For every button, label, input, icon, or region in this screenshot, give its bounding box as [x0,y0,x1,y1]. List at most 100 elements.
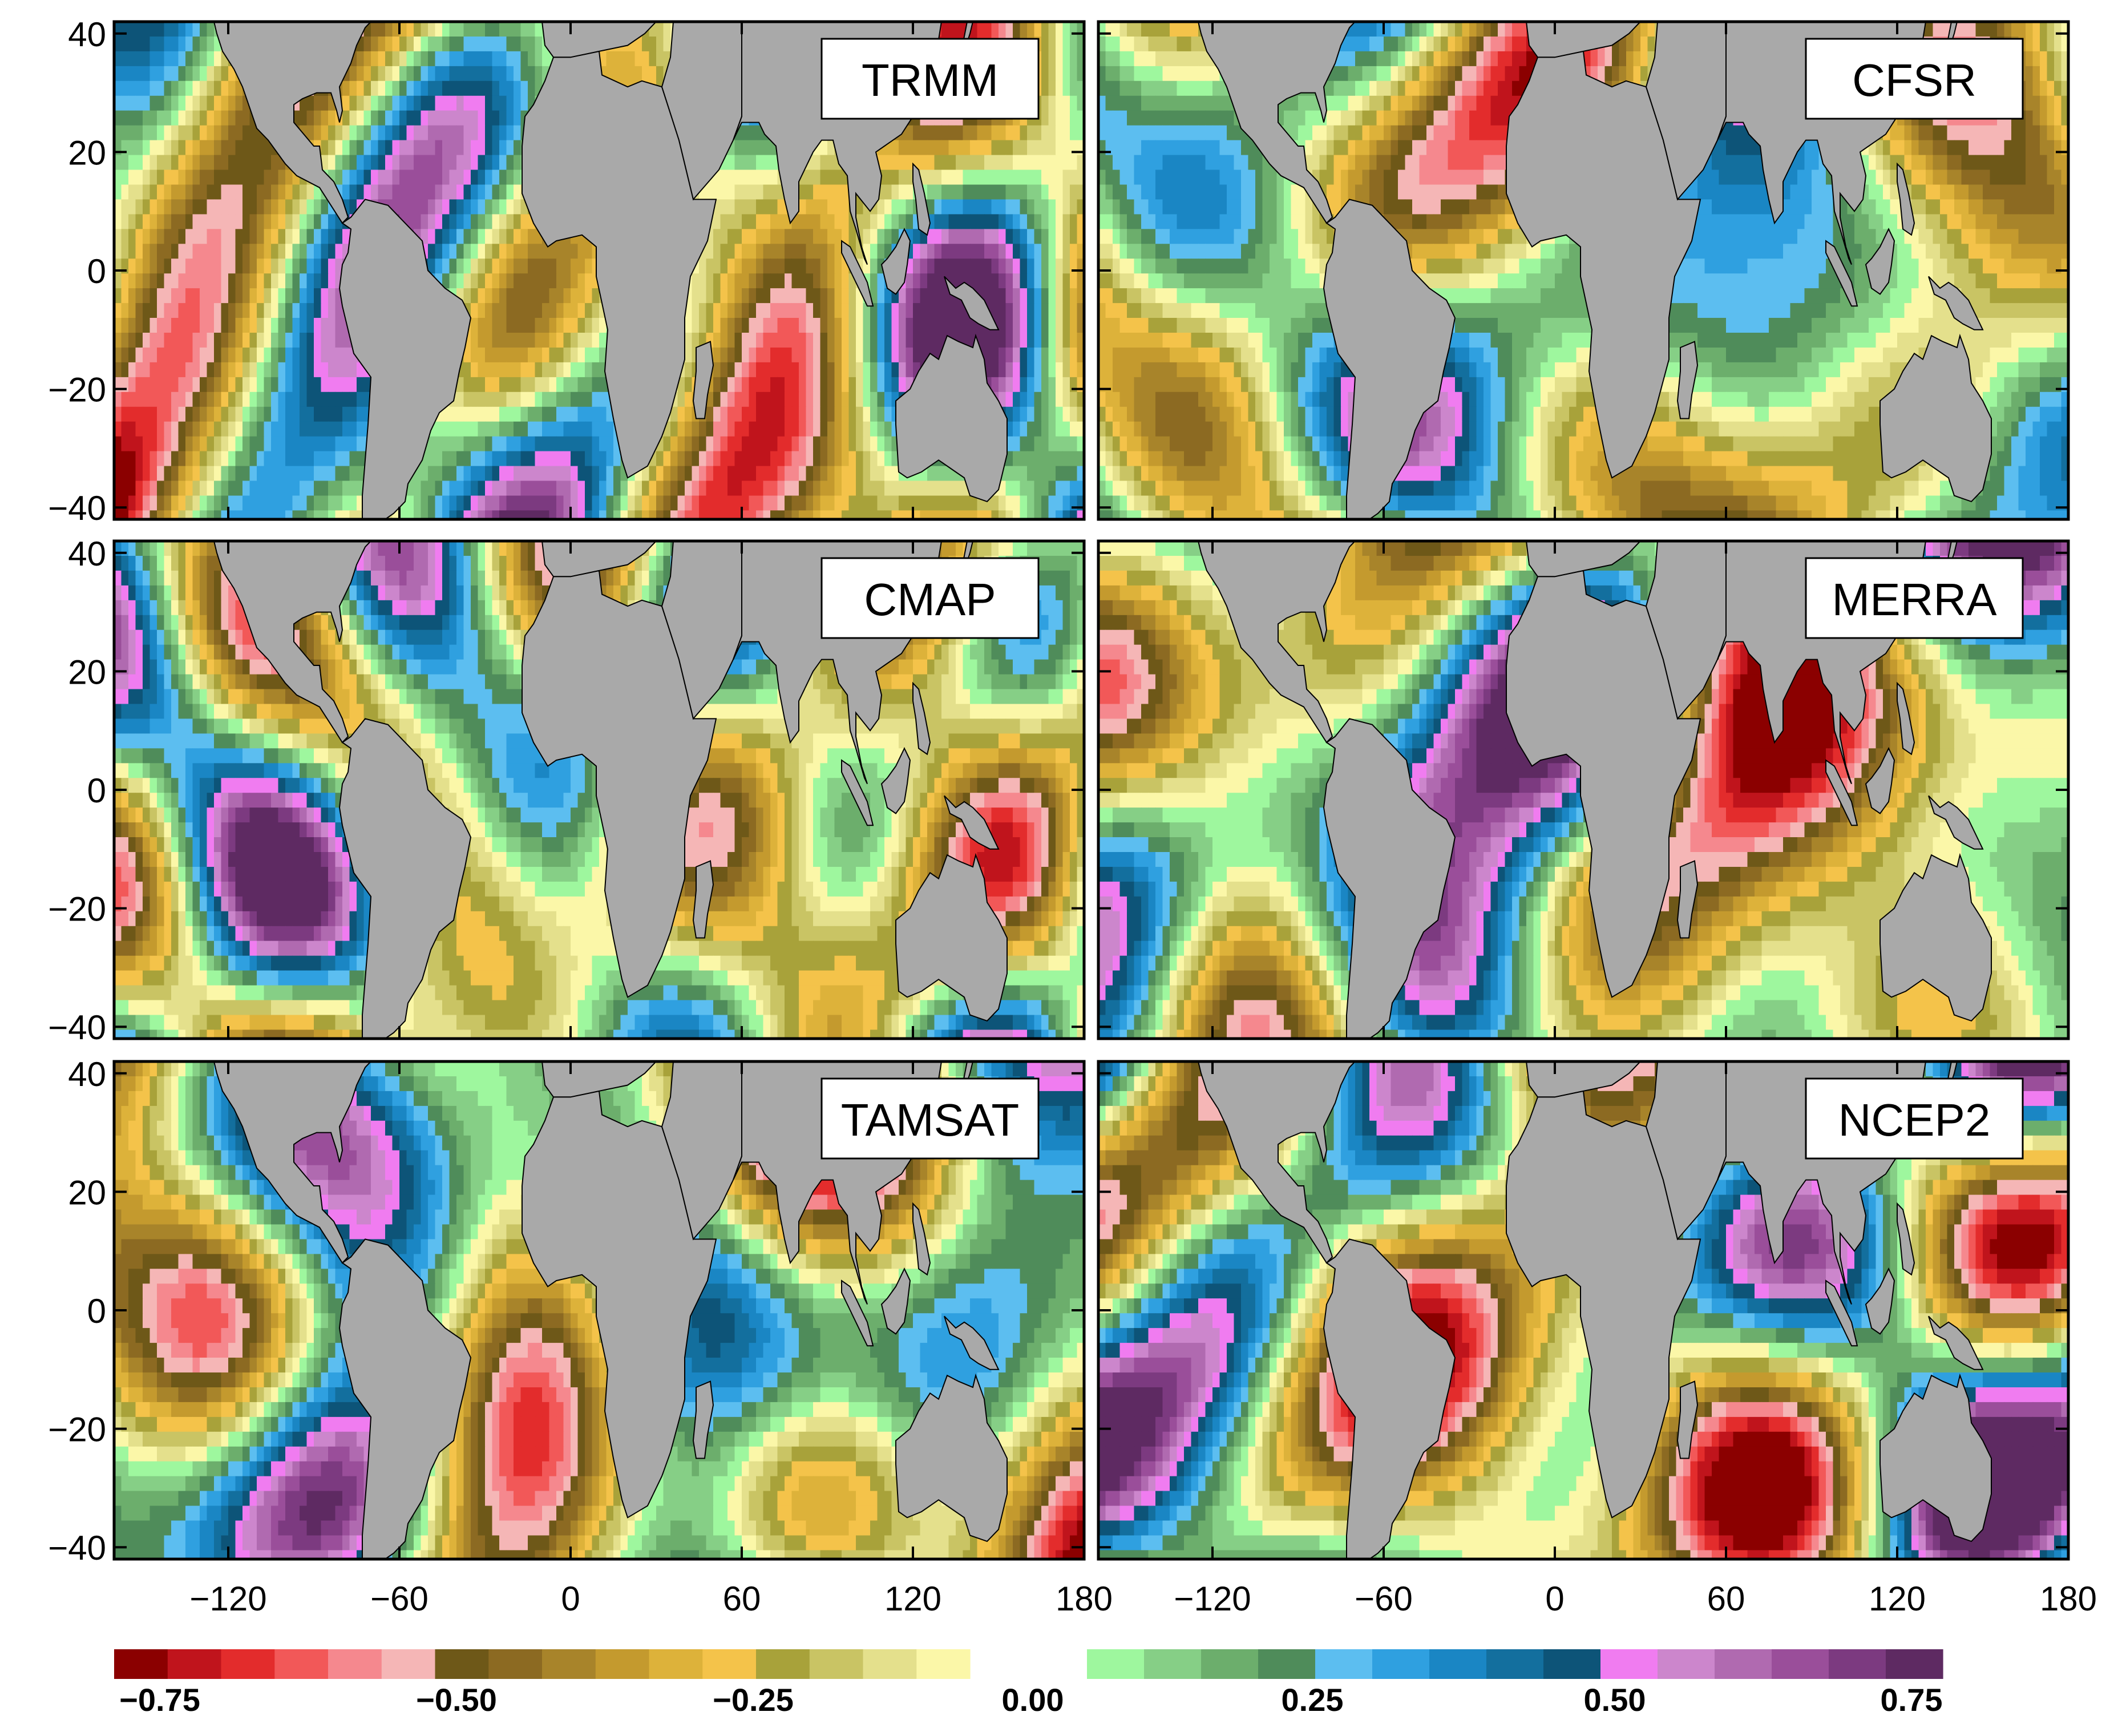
colorbar-label: −0.25 [713,1682,794,1718]
landmass [1323,199,1456,519]
colorbar-swatch [1829,1649,1886,1679]
x-tick-label: 60 [1707,1580,1745,1618]
landmass [1197,1061,1356,1264]
x-tick-label: −120 [189,1580,266,1618]
colorbar-swatch [1658,1649,1715,1679]
landmass [1825,240,1858,307]
landmass [912,681,931,756]
colorbar: −0.75 −0.50 −0.25 0.00 0.25 0.50 0.75 [114,1649,1943,1718]
landmass [1928,276,1984,330]
landmass [912,1202,931,1276]
colorbar-swatch [1429,1649,1487,1679]
y-tick-label: −40 [48,489,106,527]
landmass [338,199,472,519]
landmass [692,860,714,939]
land-mask [213,541,1008,1039]
landmass [1879,853,1992,1022]
x-tick-label: −60 [1355,1580,1413,1618]
colorbar-swatch [328,1649,382,1679]
colorbar-swatch [381,1649,436,1679]
colorbar-swatch [595,1649,650,1679]
landmass [1879,333,1992,503]
colorbar-label: 0.25 [1282,1682,1344,1718]
colorbar-swatch [488,1649,543,1679]
colorbar-swatch [1201,1649,1259,1679]
y-tick-label: 40 [68,15,106,54]
landmass [944,795,1000,850]
colorbar-swatch [1258,1649,1316,1679]
x-tick-label: 60 [723,1580,761,1618]
x-tick-label: 180 [1056,1580,1113,1618]
colorbar-label: 0.00 [1002,1682,1064,1718]
panel-label: NCEP2 [1838,1095,1991,1145]
colorbar-label: −0.50 [416,1682,497,1718]
landmass [880,746,911,814]
colorbar-swatch [1600,1649,1658,1679]
colorbar-swatch [809,1649,864,1679]
x-tick-label: −120 [1174,1580,1251,1618]
panel-label: MERRA [1832,574,1998,625]
landmass [841,759,874,826]
x-tick-label: 120 [884,1580,941,1618]
colorbar-swatch [542,1649,596,1679]
landmass [1825,759,1858,826]
landmass [1323,1238,1456,1559]
map-panel-merra: MERRA [1097,539,2070,1040]
panel-label-box [820,557,1040,639]
y-tick-label: 20 [68,653,106,691]
colorbar-swatch [167,1649,222,1679]
landmass [1928,1315,1984,1370]
landmass [1197,22,1356,224]
landmass [1897,681,1915,756]
y-tick-label: −40 [48,1529,106,1567]
y-tick-label: 40 [68,1055,106,1093]
landmass [1879,1373,1992,1543]
panel-label: TRMM [862,55,999,106]
colorbar-swatch [1543,1649,1601,1679]
colorbar-swatch [1715,1649,1772,1679]
colorbar-swatch [1087,1649,1145,1679]
colorbar-swatch [702,1649,757,1679]
colorbar-swatch [274,1649,329,1679]
landmass [213,1061,372,1264]
landmass [1928,795,1984,850]
panel-label-box [820,38,1040,120]
panel-label-box [1805,557,2024,639]
panel-label-box [1805,1077,2024,1160]
x-tick-label: 0 [1545,1580,1564,1618]
landmass [912,162,931,236]
x-tick-label: 180 [2040,1580,2097,1618]
landmass [1676,341,1699,419]
colorbar-swatch [1144,1649,1202,1679]
landmass [213,22,372,224]
landmass [841,240,874,307]
landmass [895,1373,1008,1543]
landmass [880,1267,911,1335]
colorbar-swatch [114,1649,168,1679]
panel-label-box [1805,38,2024,120]
y-tick-label: 0 [87,1292,106,1330]
landmass [1865,227,1895,295]
landmass [213,541,372,744]
landmass [895,333,1008,503]
landmass [1865,1267,1895,1335]
y-tick-label: −20 [48,890,106,928]
x-tick-label: −60 [370,1580,429,1618]
map-panel-trmm: TRMM [112,20,1086,521]
map-panel-cmap: CMAP [112,539,1086,1040]
colorbar-swatch [649,1649,703,1679]
colorbar-swatch [221,1649,275,1679]
colorbar-swatch [1886,1649,1943,1679]
x-tick-label: 120 [1869,1580,1926,1618]
landmass [1865,746,1895,814]
colorbar-label: 0.75 [1881,1682,1943,1718]
landmass [841,1279,874,1347]
colorbar-swatch [1486,1649,1544,1679]
map-panel-ncep2: NCEP2 [1097,1060,2070,1561]
y-tick-label: 40 [68,535,106,573]
y-tick-label: −20 [48,371,106,409]
y-tick-label: 20 [68,1173,106,1212]
y-tick-label: 0 [87,772,106,810]
landmass [1323,718,1456,1039]
landmass [880,227,911,295]
